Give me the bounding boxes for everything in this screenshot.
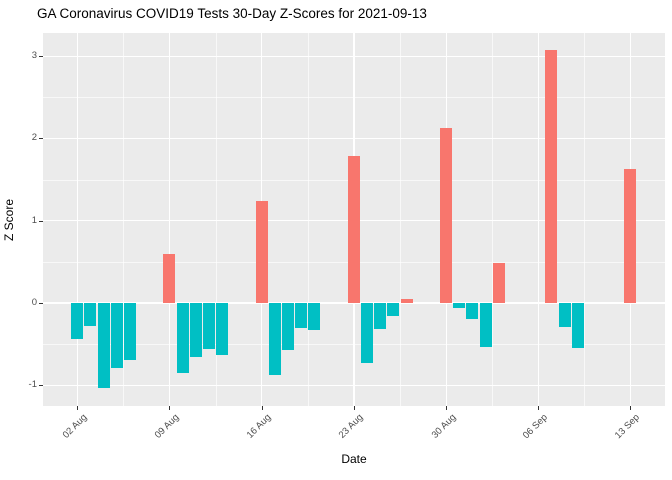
zscore-bar [282,302,295,351]
y-tick-mark [39,220,43,222]
y-tick-mark [39,138,43,140]
zscore-bar [163,254,176,303]
zscore-bar [84,302,97,326]
zscore-bar [268,302,281,376]
zscore-bar [189,302,202,358]
zscore-bar [492,263,505,303]
zscore-bar [479,302,492,348]
zscore-bar [255,200,268,303]
x-minor-gridline [215,33,217,406]
zscore-bar [361,302,374,363]
zscore-bar [624,168,637,303]
x-minor-gridline [584,33,586,406]
zscore-bar [203,302,215,349]
y-tick-label: -1 [28,379,37,390]
x-tick-mark [446,406,448,410]
zscore-bar [374,302,387,330]
zscore-bar [110,302,123,368]
x-major-gridline [76,33,79,406]
x-tick-mark [77,406,79,410]
x-tick-label: 30 Aug [429,412,458,441]
zscore-bar [216,302,229,356]
y-tick-label: 2 [31,132,37,144]
zscore-bar [295,302,308,329]
x-tick-mark [630,406,632,410]
x-minor-gridline [123,33,125,406]
x-minor-gridline [399,33,401,406]
x-tick-label: 13 Sep [613,412,643,442]
plot-panel [43,33,665,406]
zscore-bar [466,302,479,320]
y-tick-label: 3 [31,50,37,62]
x-tick-label: 06 Sep [520,412,551,442]
zscore-bar [97,302,110,389]
zscore-bar [545,49,558,303]
y-tick-label: 1 [31,214,37,226]
zscore-bar [400,298,413,303]
y-tick-mark [39,56,43,58]
y-axis-title: Z Score [2,199,16,242]
zscore-bar [123,302,136,361]
zscore-bar [440,127,453,303]
x-tick-mark [169,406,171,410]
y-tick-mark [39,385,43,386]
x-major-gridline [537,33,540,406]
x-minor-gridline [492,33,494,406]
x-axis-title: Date [341,452,367,466]
x-tick-mark [261,406,263,410]
x-tick-mark [538,406,540,410]
y-tick-mark [39,302,43,304]
x-tick-label: 02 Aug [60,412,90,441]
y-tick-label: 0 [31,296,37,308]
x-major-gridline [168,33,171,406]
zscore-bar [308,302,321,330]
zscore-bar [387,302,400,316]
x-minor-gridline [307,33,309,406]
zscore-bar [347,155,360,303]
zscore-bar [571,302,584,348]
x-tick-mark [353,406,355,410]
zscore-bar [176,302,189,373]
zscore-bar [453,302,466,308]
x-tick-label: 09 Aug [152,412,182,441]
x-tick-label: 23 Aug [336,412,366,441]
zscore-bar [558,302,571,328]
zscore-bar [71,302,84,339]
x-tick-label: 16 Aug [244,412,274,441]
chart-title: GA Coronavirus COVID19 Tests 30-Day Z-Sc… [37,6,427,21]
